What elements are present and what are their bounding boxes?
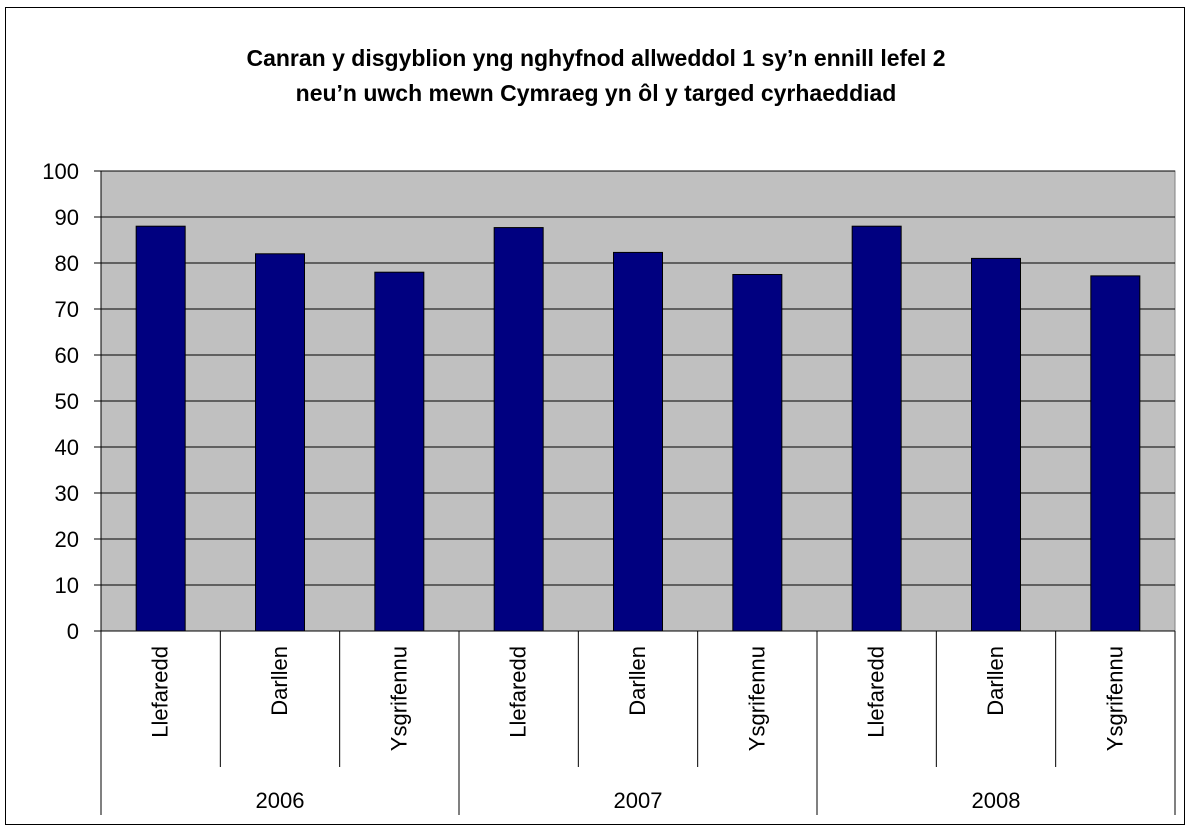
- y-tick-label: 10: [55, 573, 79, 598]
- bar: [971, 257, 1021, 632]
- chart-title-line-1: Canran y disgyblion yng nghyfnod allwedd…: [246, 45, 946, 71]
- bar: [732, 274, 783, 632]
- y-tick-label: 80: [55, 251, 79, 276]
- y-tick-label: 20: [55, 527, 79, 552]
- bar: [374, 271, 425, 632]
- bar: [1090, 275, 1141, 632]
- y-tick-label: 0: [67, 619, 79, 644]
- y-tick-label: 40: [55, 435, 79, 460]
- y-tick-label: 100: [42, 159, 79, 184]
- y-tick-label: 60: [55, 343, 79, 368]
- group-label: 2007: [614, 788, 663, 813]
- y-tick-label: 30: [55, 481, 79, 506]
- category-label: Darllen: [625, 646, 650, 716]
- category-label: Llefaredd: [148, 646, 173, 738]
- y-tick-label: 50: [55, 389, 79, 414]
- y-tick-label: 90: [55, 205, 79, 230]
- bar: [851, 225, 902, 632]
- category-label: Ysgrifennu: [386, 646, 411, 751]
- y-tick-label: 70: [55, 297, 79, 322]
- category-label: Darllen: [267, 646, 292, 716]
- chart-title: Canran y disgyblion yng nghyfnod allwedd…: [6, 41, 1186, 111]
- bar: [493, 227, 544, 632]
- chart-title-line-2: neu’n uwch mewn Cymraeg yn ôl y targed c…: [295, 80, 897, 106]
- group-label: 2008: [972, 788, 1021, 813]
- category-label: Ysgrifennu: [744, 646, 769, 751]
- category-label: Ysgrifennu: [1102, 646, 1127, 751]
- category-label: Llefaredd: [864, 646, 889, 738]
- bar: [613, 251, 663, 632]
- group-label: 2006: [256, 788, 305, 813]
- bar: [255, 253, 305, 632]
- category-label: Darllen: [983, 646, 1008, 716]
- bar: [135, 225, 186, 632]
- category-label: Llefaredd: [506, 646, 531, 738]
